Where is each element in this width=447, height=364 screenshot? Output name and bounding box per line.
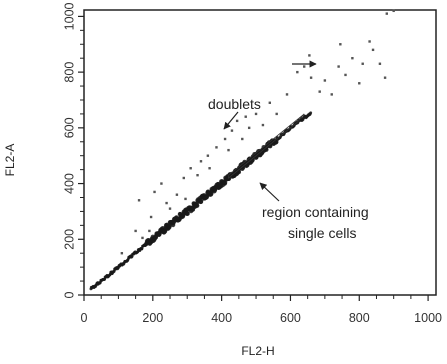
axis-ticks: 0 200 400 600 800 1000 0 200 400 600 800 1000: [62, 2, 442, 325]
data-point: [268, 101, 272, 104]
y-tick-label: 200: [62, 229, 76, 250]
data-point: [208, 167, 211, 170]
data-point: [168, 207, 172, 210]
data-point: [274, 139, 279, 145]
doublets-arrow-1: [223, 111, 239, 130]
data-point: [160, 182, 163, 185]
data-point: [230, 129, 234, 132]
data-point: [361, 62, 364, 65]
data-point: [351, 56, 354, 60]
data-point: [244, 115, 247, 118]
x-tick-label: 400: [211, 311, 232, 325]
data-point: [134, 229, 137, 233]
data-point: [339, 43, 342, 46]
data-point: [296, 70, 299, 74]
data-point: [392, 9, 395, 13]
data-point: [137, 199, 141, 202]
data-point: [153, 190, 156, 194]
y-axis-title: FL2-A: [3, 144, 17, 177]
annotation-region-line1: region containing: [262, 204, 369, 220]
data-point: [235, 119, 239, 123]
data-point: [303, 65, 306, 68]
x-tick-label: 1000: [414, 311, 442, 325]
data-point: [261, 123, 265, 127]
data-point: [308, 54, 311, 57]
data-point: [189, 167, 192, 170]
data-point: [241, 137, 244, 141]
data-point: [318, 90, 321, 93]
data-point: [344, 73, 347, 77]
data-point: [130, 255, 134, 258]
data-point: [254, 112, 258, 116]
data-point: [141, 236, 144, 240]
annotation-doublets: doublets: [208, 96, 261, 112]
x-tick-label: 200: [142, 311, 163, 325]
data-point: [309, 76, 313, 79]
data-point: [330, 93, 333, 96]
data-point: [247, 126, 251, 130]
data-point: [184, 197, 187, 201]
data-point: [368, 40, 371, 43]
data-point: [167, 223, 172, 229]
data-point: [206, 154, 210, 157]
data-point: [185, 211, 190, 216]
data-point: [140, 247, 144, 250]
x-tick-label: 600: [280, 311, 301, 325]
density-contour: [228, 113, 305, 179]
y-tick-label: 1000: [62, 2, 76, 30]
data-point: [196, 174, 199, 177]
data-point: [148, 229, 151, 233]
region-arrow: [259, 182, 280, 202]
data-point: [120, 252, 124, 255]
data-point: [285, 93, 289, 96]
data-point: [149, 215, 153, 219]
annotation-region-line2: single cells: [288, 225, 356, 241]
data-point: [194, 203, 200, 208]
data-point: [383, 76, 387, 79]
y-tick-label: 0: [62, 291, 76, 298]
data-point: [309, 111, 313, 115]
y-tick-label: 400: [62, 173, 76, 194]
data-point: [199, 160, 203, 163]
x-tick-label: 0: [81, 311, 88, 325]
data-point: [323, 79, 327, 82]
y-tick-label: 800: [62, 62, 76, 83]
plot-frame: [83, 9, 437, 296]
data-points: [89, 9, 395, 291]
data-point: [223, 137, 227, 141]
data-point: [215, 146, 218, 149]
data-point: [275, 112, 278, 116]
x-axis-title: FL2-H: [241, 344, 274, 358]
data-point: [165, 201, 168, 205]
data-point: [358, 82, 361, 85]
data-point: [378, 62, 382, 65]
data-point: [227, 148, 230, 152]
data-point: [182, 176, 185, 180]
y-tick-label: 600: [62, 117, 76, 138]
x-tick-label: 800: [349, 311, 370, 325]
data-point: [371, 48, 375, 52]
data-point: [385, 12, 388, 15]
data-point: [337, 65, 340, 68]
data-point: [175, 193, 179, 196]
